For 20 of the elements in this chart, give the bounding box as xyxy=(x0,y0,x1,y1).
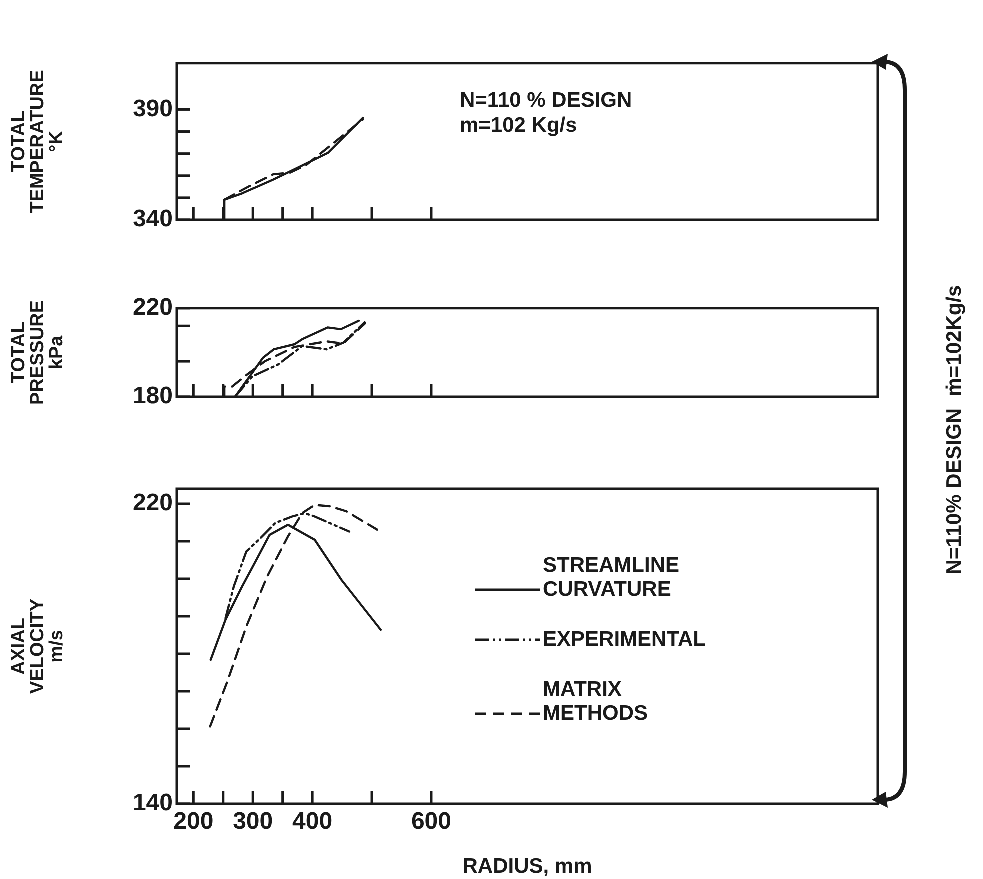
annotation: m=102 Kg/s xyxy=(460,114,578,138)
y-tick-label: 220 xyxy=(132,490,173,517)
y-tick-label: 220 xyxy=(132,294,173,322)
y-axis-title: AXIAL VELOCITY m/s xyxy=(8,598,68,694)
text: N=110% DESIGN ṁ=102Kg/s xyxy=(943,285,967,575)
y-axis-title: TOTAL TEMPERATURE °K xyxy=(8,70,68,214)
x-tick-label: 300 xyxy=(233,808,274,836)
x-tick-label: 400 xyxy=(292,808,333,836)
legend-label: MATRIX METHODS xyxy=(543,678,648,725)
legend-label: EXPERIMENTAL xyxy=(543,628,706,651)
annotation: N=110 % DESIGN xyxy=(460,89,632,112)
y-axis-title: TOTAL PRESSURE kPa xyxy=(8,300,68,405)
x-tick-label: 600 xyxy=(411,808,452,836)
y-tick-label: 390 xyxy=(132,95,173,122)
x-tick-label: 200 xyxy=(174,808,214,836)
legend-label: STREAMLINE CURVATURE xyxy=(543,554,680,601)
x-axis-title: RADIUS, mm xyxy=(462,855,592,878)
y-tick-label: 140 xyxy=(132,790,173,817)
y-tick-label: 180 xyxy=(132,382,173,410)
y-tick-label: 340 xyxy=(132,206,173,233)
